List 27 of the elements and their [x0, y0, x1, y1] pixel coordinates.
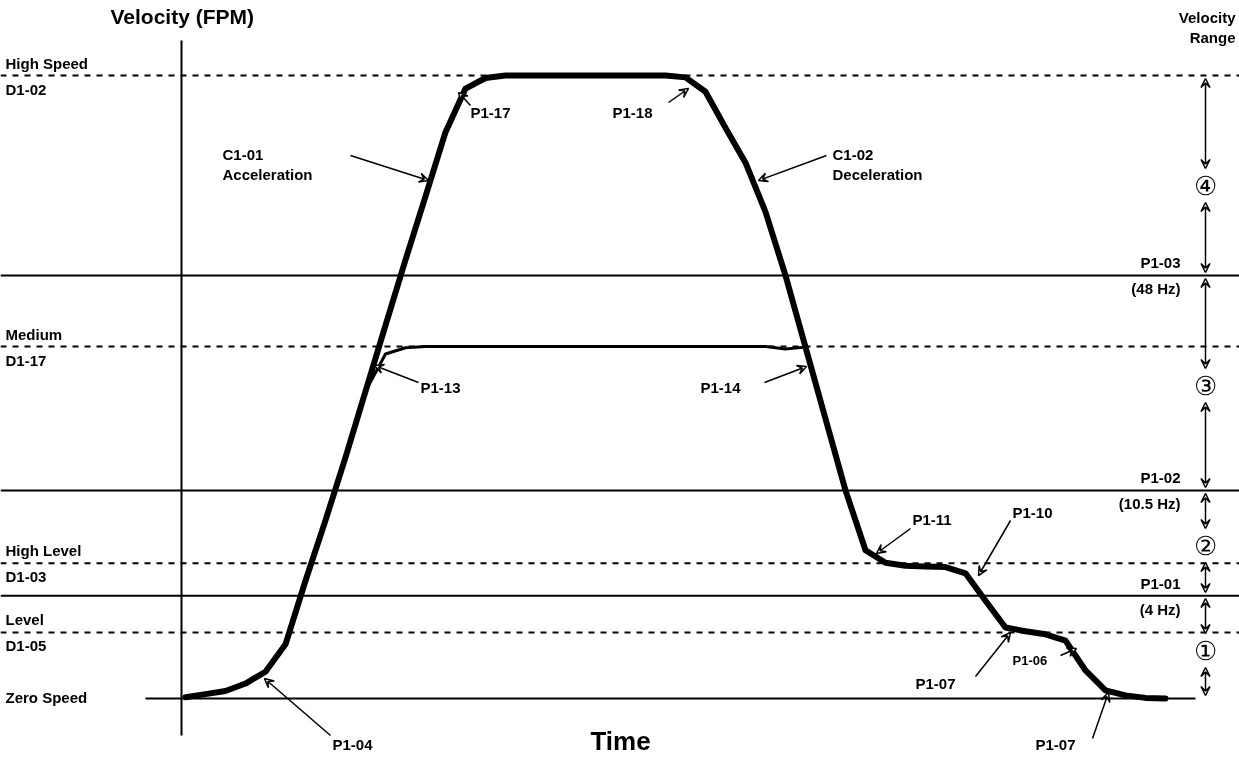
- text: P1-07: [1035, 735, 1076, 753]
- annotation: P1-18: [612, 103, 653, 121]
- text: Velocity Range: [1178, 8, 1237, 46]
- text: ①: [1194, 635, 1217, 666]
- ref-line-label: P1-01 (4 Hz): [1139, 574, 1181, 618]
- ref-line-label: High Speed D1-02: [5, 54, 89, 98]
- text: ③: [1194, 370, 1217, 401]
- text: Zero Speed: [5, 688, 88, 706]
- annotation: P1-06: [1012, 652, 1048, 668]
- y-axis-title: Velocity (FPM): [110, 4, 255, 28]
- annotation: P1-14: [700, 378, 742, 396]
- text: ②: [1194, 530, 1217, 561]
- annotation: P1-07: [915, 674, 956, 692]
- ref-line-label: Medium D1-17: [5, 325, 63, 369]
- text: ④: [1194, 170, 1217, 201]
- ref-line-label: Level D1-05: [5, 611, 47, 655]
- annotation: C1-02 Deceleration: [832, 145, 923, 183]
- ref-line-label: High Level D1-03: [5, 542, 82, 586]
- x-axis-title: Time: [590, 725, 651, 756]
- annotation: P1-13: [420, 378, 461, 396]
- annotation: P1-17: [470, 103, 511, 121]
- annotation: P1-11: [912, 510, 952, 528]
- text: P1-04: [332, 735, 374, 753]
- annotation: P1-10: [1012, 503, 1053, 521]
- ref-line-label: P1-03 (48 Hz): [1131, 254, 1181, 298]
- annotation: C1-01 Acceleration: [222, 145, 313, 183]
- ref-line-label: P1-02 (10.5 Hz): [1118, 469, 1181, 513]
